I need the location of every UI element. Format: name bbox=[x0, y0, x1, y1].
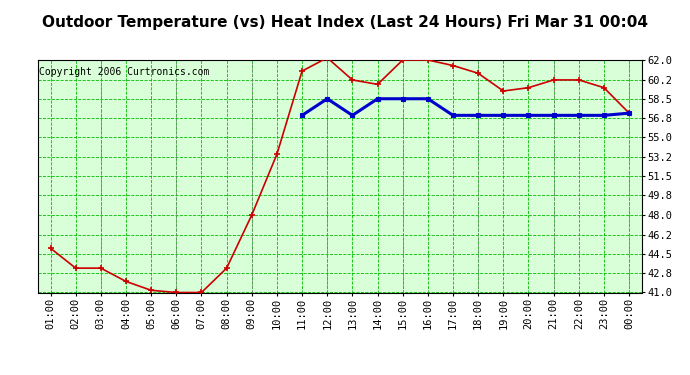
Text: Copyright 2006 Curtronics.com: Copyright 2006 Curtronics.com bbox=[39, 67, 210, 77]
Text: Outdoor Temperature (vs) Heat Index (Last 24 Hours) Fri Mar 31 00:04: Outdoor Temperature (vs) Heat Index (Las… bbox=[42, 15, 648, 30]
